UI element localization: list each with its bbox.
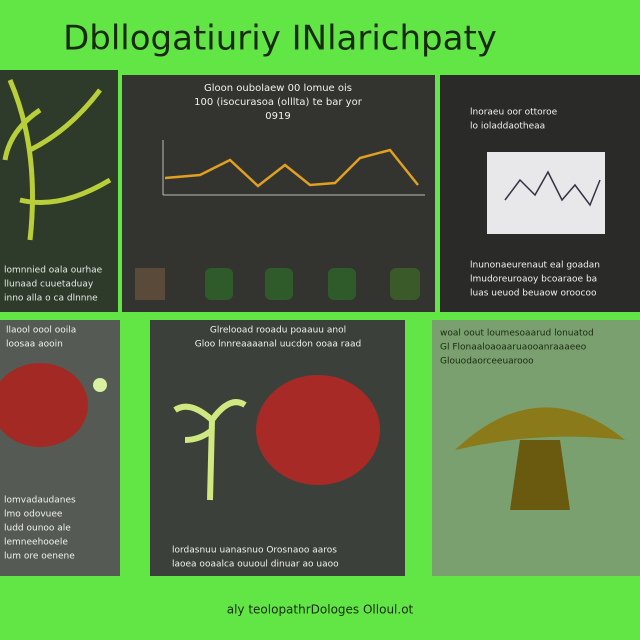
fungus-cap	[455, 407, 625, 450]
branch	[2, 79, 112, 241]
panel-text: laoea ooaalca ouuoul dinuar ao uaoo	[172, 560, 339, 570]
panel-title: Glrelooad rooadu poaauu anol	[210, 326, 346, 336]
spot	[93, 378, 107, 392]
panel-text: lum ore oenene	[4, 552, 75, 562]
panel-title: Gloo lnnreaaaanal uucdon ooaa raad	[195, 340, 361, 350]
panel	[0, 320, 120, 576]
panel-text: llunaad cuuetaduay	[4, 280, 94, 290]
panel-title: 0919	[265, 111, 290, 122]
mini-line	[504, 170, 601, 207]
panel-title: Glouodaorceeuarooo	[440, 357, 534, 367]
panel-text: lordasnuu uanasnuo Orosnaoo aaros	[172, 546, 337, 556]
panel-text: ludd ounoo ale	[4, 524, 71, 534]
panel-text: lnunonaeurenaut eal goadan	[470, 261, 600, 271]
organ	[0, 363, 88, 447]
panel-text: lmudoreuroaoy bcoaraoe ba	[470, 275, 597, 285]
screen	[487, 152, 605, 234]
panel-title: llaool oool ooila	[6, 326, 76, 336]
icons	[135, 268, 420, 300]
fungus-stem	[510, 440, 570, 510]
panel-title: lo ioladdaotheaa	[470, 122, 545, 132]
panel-text: inno alla o ca dlnnne	[4, 294, 98, 304]
plant	[173, 399, 247, 501]
line	[164, 148, 419, 188]
panel-title: Gl Flonaaloaoaaruaooanraaaeeo	[440, 343, 587, 353]
panel-text: lomvadaudanes	[4, 496, 76, 506]
panel-text: lomnnied oala ourhae	[4, 266, 103, 276]
panel-title: woal oout loumesoaarud lonuatod	[440, 329, 594, 339]
panel-title: 100 (isocurasoa (olllta) te bar yor	[194, 97, 363, 108]
footer-caption: aly teolopathrDologes Olloul.ot	[227, 603, 414, 617]
title: Dbllogatiuriy INlarichpaty	[63, 19, 497, 59]
panel-title: lnoraeu oor ottoroe	[470, 108, 558, 118]
panel-text: lmo odovuee	[4, 510, 63, 520]
panel-text: luas ueuod beuaow oroocoo	[470, 289, 597, 299]
panel-title: Gloon oubolaew 00 lomue ois	[204, 83, 352, 94]
panel-title: loosaa aooin	[6, 340, 63, 350]
organ	[256, 375, 380, 485]
panel-text: lemneehooele	[4, 538, 68, 548]
